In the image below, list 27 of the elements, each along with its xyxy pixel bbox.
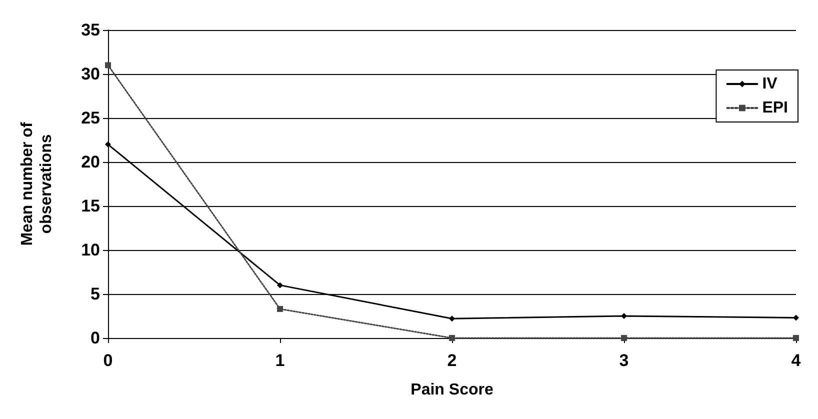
point <box>621 313 627 319</box>
y-tick-label: 20 <box>81 152 100 172</box>
point <box>793 314 799 321</box>
point <box>277 282 283 288</box>
point <box>621 335 627 341</box>
point <box>793 335 799 341</box>
x-tick-label: 1 <box>275 351 285 370</box>
point <box>449 316 455 322</box>
y-axis-title: Mean number of observations <box>19 122 55 246</box>
y-tick-label: 10 <box>81 240 100 260</box>
y-tick-label: 35 <box>81 20 100 40</box>
y-tick-label: 0 <box>90 328 100 348</box>
point <box>449 335 455 341</box>
y-tick-label: 25 <box>81 108 100 128</box>
x-axis-title: Pain Score <box>410 382 494 398</box>
y-tick-label: 30 <box>81 64 100 84</box>
point <box>277 306 283 312</box>
legend-label: IV <box>762 76 778 92</box>
y-tick-label: 5 <box>90 284 100 304</box>
point <box>105 62 111 68</box>
x-tick-label: 4 <box>791 351 802 370</box>
legend-label: EPI <box>762 100 788 116</box>
x-tick-label: 2 <box>447 351 457 370</box>
y-tick-label: 15 <box>81 196 100 216</box>
x-tick-label: 0 <box>103 351 113 370</box>
point <box>105 141 111 148</box>
x-tick-label: 3 <box>619 351 629 370</box>
